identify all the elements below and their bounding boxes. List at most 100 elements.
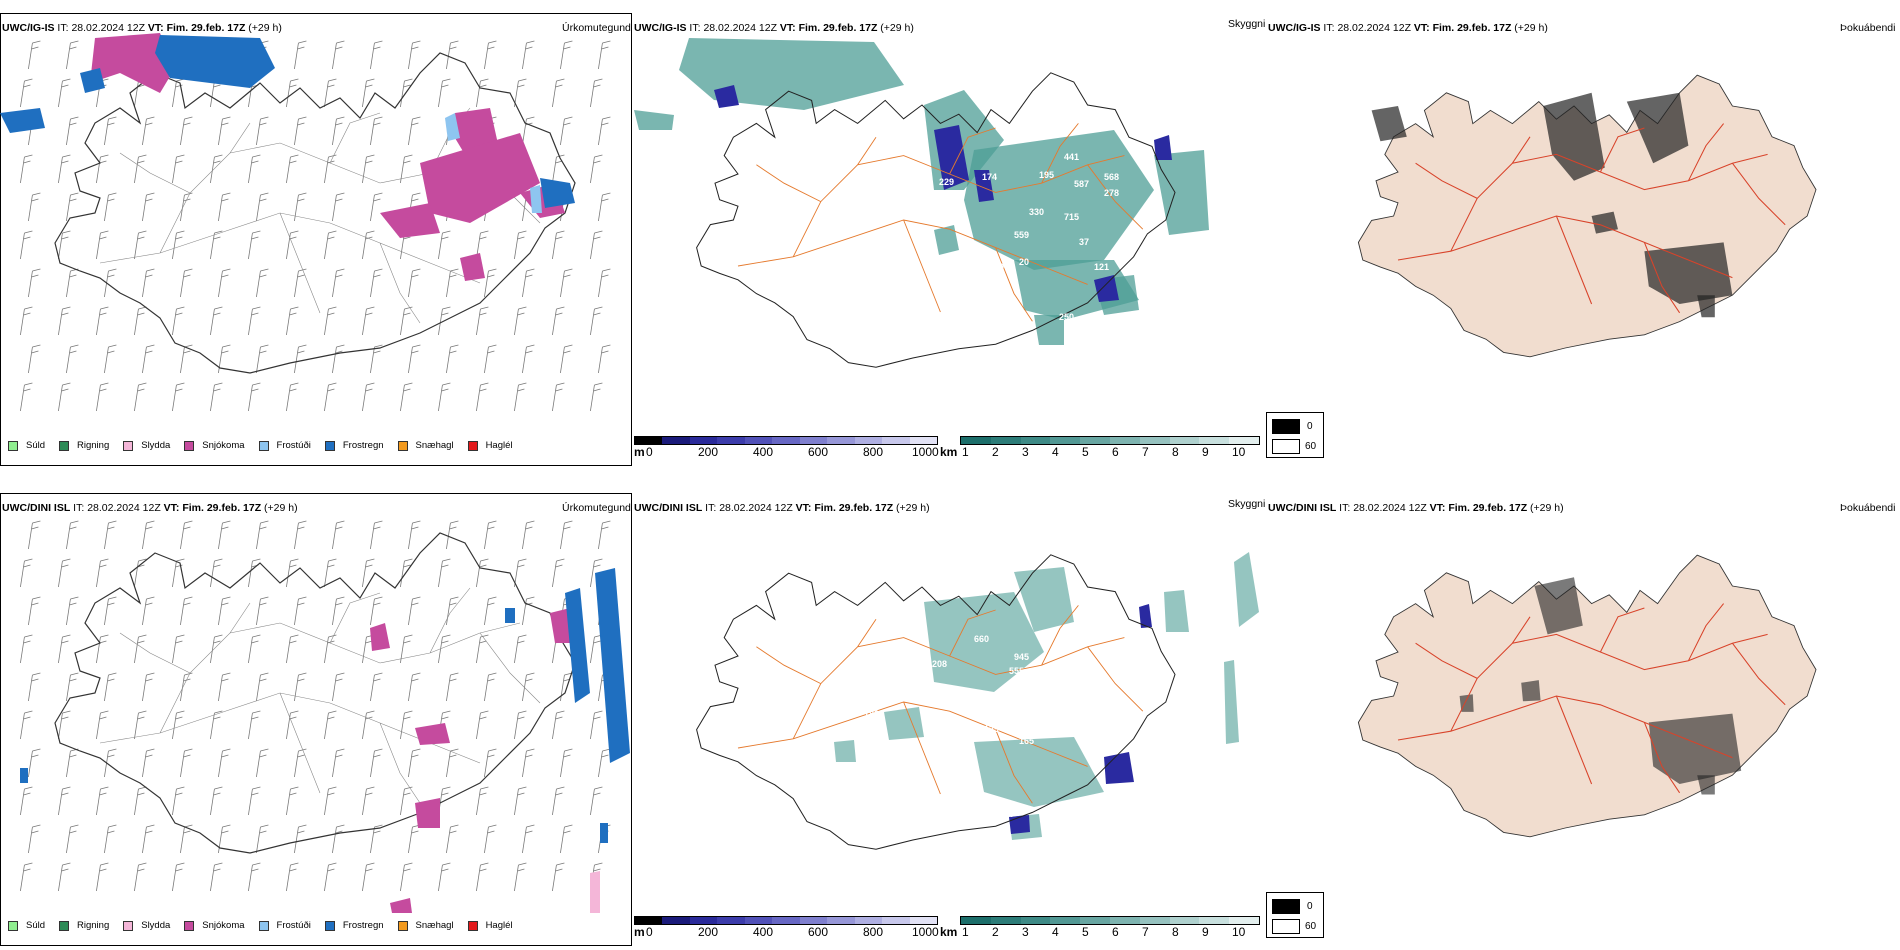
vt-value: Fim. 29.feb. 17Z xyxy=(166,22,246,34)
wind-barb xyxy=(446,672,459,702)
height-label: 555 xyxy=(1009,666,1024,676)
wind-barb xyxy=(20,558,33,588)
precip-panel-frame xyxy=(0,13,632,466)
wind-barb xyxy=(218,268,231,298)
wind-barb xyxy=(552,78,565,108)
wind-barb xyxy=(332,596,345,626)
visibility-tick: 8 xyxy=(1172,925,1179,939)
wind-barb xyxy=(294,116,307,146)
wind-barb xyxy=(104,824,117,854)
precip-map xyxy=(20,520,630,913)
wind-barb xyxy=(514,786,527,816)
wind-barb xyxy=(58,558,71,588)
wind-barb xyxy=(362,230,375,260)
model-name: UWC/IG-IS xyxy=(1268,22,1321,34)
wind-barb xyxy=(28,824,41,854)
wind-barb xyxy=(28,672,41,702)
wind-barb xyxy=(218,748,231,778)
wind-barb xyxy=(514,558,527,588)
legend-swatch xyxy=(184,440,195,451)
wind-barb xyxy=(332,116,345,146)
wind-barb xyxy=(552,230,565,260)
ceiling-tick: 1000 xyxy=(912,445,939,459)
it-label: IT: xyxy=(57,22,69,34)
wind-barb xyxy=(218,824,231,854)
lead-time: (+29 h) xyxy=(880,22,914,34)
wind-barb xyxy=(294,596,307,626)
height-label: 129 xyxy=(984,724,999,734)
vt-value: Fim. 29.feb. 17Z xyxy=(814,502,894,514)
vt-label: VT: xyxy=(1413,22,1430,34)
wind-barb xyxy=(552,862,565,892)
height-label: 29 xyxy=(994,262,1004,272)
visibility-tick: 7 xyxy=(1142,445,1149,459)
wind-barb xyxy=(66,824,79,854)
wind-barb xyxy=(28,40,41,70)
visibility-tick: 2 xyxy=(992,445,999,459)
wind-barb xyxy=(560,268,573,298)
wind-barb xyxy=(294,824,307,854)
wind-barb xyxy=(324,862,337,892)
wind-barb xyxy=(552,710,565,740)
legend-swatch xyxy=(324,920,335,931)
wind-barb xyxy=(134,786,147,816)
wind-barb xyxy=(408,672,421,702)
lead-time: (+29 h) xyxy=(896,502,930,514)
height-label: 165 xyxy=(1019,736,1034,746)
wind-barb xyxy=(476,862,489,892)
wind-barb xyxy=(104,520,117,550)
wind-barb xyxy=(362,862,375,892)
low-ceiling-area xyxy=(714,85,1172,302)
legend-item: Slydda xyxy=(123,440,170,451)
iceland-outline xyxy=(696,554,1176,850)
value-labels: 378 441 195 587 568 278 330 715 559 37 20 29 121 174 2… xyxy=(939,120,1119,322)
wind-barb xyxy=(96,862,109,892)
wind-barb xyxy=(58,306,71,336)
iceland-outline xyxy=(54,532,576,854)
wind-barb xyxy=(58,710,71,740)
wind-barb xyxy=(438,78,451,108)
wind-barb xyxy=(484,268,497,298)
wind-barb xyxy=(362,786,375,816)
legend-label: Frostregn xyxy=(342,920,384,931)
wind-barb xyxy=(20,306,33,336)
wind-barb xyxy=(590,382,603,412)
wind-barb xyxy=(294,672,307,702)
visibility-map: 378 441 195 587 568 278 330 715 559 37 20 29 121 174 2… xyxy=(634,38,1209,368)
vt-value: Fim. 29.feb. 17Z xyxy=(1432,22,1512,34)
wind-barb xyxy=(400,862,413,892)
wind-barb xyxy=(134,634,147,664)
panel-title: Skyggni xyxy=(1228,18,1266,30)
vt-label: VT: xyxy=(779,22,796,34)
wind-barb xyxy=(438,558,451,588)
wind-barb xyxy=(20,78,33,108)
wind-barb xyxy=(286,154,299,184)
wind-barb xyxy=(96,306,109,336)
it-value: 28.02.2024 12Z xyxy=(1337,22,1411,34)
visibility-map: 660 945 555 208 182 255 129 165 143 240 51 xyxy=(696,552,1259,850)
freezing-rain-area xyxy=(0,35,575,208)
wind-barb xyxy=(256,268,269,298)
wind-barb xyxy=(134,230,147,260)
wind-barb xyxy=(248,154,261,184)
wind-barb xyxy=(370,824,383,854)
wind-barb xyxy=(362,154,375,184)
wind-barb xyxy=(172,862,185,892)
height-label: 208 xyxy=(932,659,947,669)
panel-title: Úrkomutegund xyxy=(562,22,631,34)
wind-barb xyxy=(294,268,307,298)
height-label: 121 xyxy=(1094,262,1109,272)
wind-barb xyxy=(514,306,527,336)
wind-barb xyxy=(20,230,33,260)
height-label: 441 xyxy=(1064,152,1079,162)
wind-barb xyxy=(590,786,603,816)
legend-label: Snjókoma xyxy=(202,920,245,931)
wind-barb xyxy=(476,558,489,588)
wind-barb xyxy=(332,672,345,702)
wind-barb xyxy=(560,824,573,854)
wind-barb xyxy=(476,78,489,108)
wind-barb xyxy=(408,344,421,374)
wind-barb xyxy=(598,748,611,778)
model-name: UWC/DINI ISL xyxy=(2,502,71,514)
wind-barb xyxy=(476,786,489,816)
